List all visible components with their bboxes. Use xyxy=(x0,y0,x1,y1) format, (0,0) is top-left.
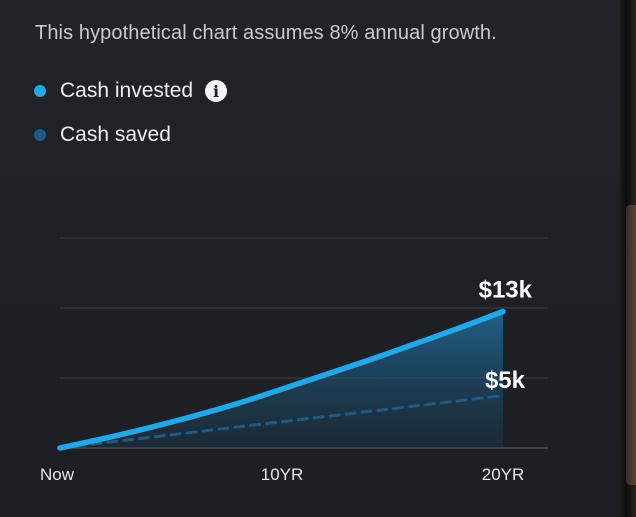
legend-dot-saved xyxy=(34,129,46,141)
x-tick-label: 10YR xyxy=(261,465,304,484)
legend-cash-saved: Cash saved xyxy=(34,123,171,147)
legend-saved-label: Cash saved xyxy=(60,123,171,146)
x-tick-label: Now xyxy=(40,465,75,484)
legend-dot-invested xyxy=(34,85,46,97)
legend-invested-label: Cash invested xyxy=(60,79,194,102)
x-tick-label: 20YR xyxy=(482,465,525,484)
chart-disclaimer: This hypothetical chart assumes 8% annua… xyxy=(35,22,497,44)
legend-cash-invested: Cash invested i xyxy=(34,79,228,103)
invested-end-value: $13k xyxy=(479,277,533,304)
invested-area xyxy=(60,311,503,448)
device-edge-highlight xyxy=(626,205,636,485)
cash-invested-line xyxy=(57,308,506,451)
cash-saved-line xyxy=(58,394,505,450)
info-icon[interactable]: i xyxy=(205,80,228,102)
saved-end-value: $5k xyxy=(485,367,526,394)
